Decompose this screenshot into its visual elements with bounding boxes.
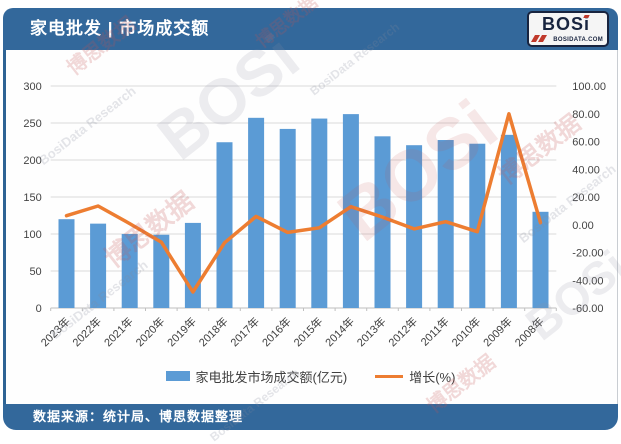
bar-2012年 <box>406 145 423 308</box>
bar-2023年 <box>58 219 75 308</box>
bar-2022年 <box>90 223 107 308</box>
x-axis-label: 2017年 <box>227 314 262 349</box>
right-axis-tick-label: 80.00 <box>572 109 600 121</box>
x-axis-label: 2014年 <box>322 314 357 349</box>
x-axis-label: 2008年 <box>512 314 547 349</box>
right-axis-tick-label: -40.00 <box>572 275 603 287</box>
bar-2021年 <box>121 234 138 308</box>
footer-bar: 数据来源：统计局、博思数据整理 <box>3 404 618 430</box>
right-axis-tick-label: 20.00 <box>572 192 600 204</box>
x-axis-label: 2012年 <box>385 314 420 349</box>
x-axis-label: 2022年 <box>69 314 104 349</box>
bar-series-label: 家电批发市场成交额(亿元) <box>195 369 348 385</box>
header-bar: 家电批发 | 市场成交额 BOSi BOSIDATA.COM <box>3 8 618 50</box>
bosi-logo-domain: BOSIDATA.COM <box>553 37 603 43</box>
left-axis-tick-label: 150 <box>23 192 41 204</box>
x-axis-label: 2016年 <box>259 314 294 349</box>
bar-2013年 <box>374 136 391 308</box>
left-axis-tick-label: 300 <box>23 81 41 93</box>
bar-2011年 <box>437 140 454 308</box>
x-axis-label: 2009年 <box>480 314 515 349</box>
bar-2016年 <box>279 128 296 308</box>
right-axis-tick-label: 0.00 <box>572 220 593 232</box>
left-axis-tick-label: 0 <box>36 303 42 315</box>
transaction-combo-chart: 0 50 100 150 200 250 300 -60.00 -40.00 -20.00 0.00… <box>23 81 606 349</box>
bar-2014年 <box>342 114 359 309</box>
bosi-logo-slashes-icon <box>530 35 549 42</box>
line-series-label: 增长(%) <box>409 369 456 385</box>
right-axis-tick-label: 60.00 <box>572 137 600 149</box>
bar-2008年 <box>532 211 549 308</box>
right-axis-tick-label: -60.00 <box>572 303 603 315</box>
data-source-note: 数据来源：统计局、博思数据整理 <box>33 409 244 424</box>
bar-2019年 <box>184 222 201 308</box>
chart-legend: 家电批发市场成交额(亿元) 增长(%) <box>3 366 618 386</box>
legend-item-line-series: 增长(%) <box>375 367 455 386</box>
bar-2020年 <box>153 234 170 308</box>
bosi-logo: BOSi BOSIDATA.COM <box>527 11 609 47</box>
x-axis-label: 2021年 <box>101 314 136 349</box>
x-axis-label: 2010年 <box>448 314 483 349</box>
x-axis-label: 2013年 <box>354 314 389 349</box>
bar-2015年 <box>311 118 328 308</box>
x-axis-label: 2023年 <box>38 314 73 349</box>
bar-2009年 <box>500 134 517 308</box>
bar-series-swatch-icon <box>165 371 190 381</box>
x-axis-label: 2018年 <box>196 314 231 349</box>
right-axis-tick-label: -20.00 <box>572 248 603 260</box>
bar-2017年 <box>248 117 265 308</box>
line-series-swatch-icon <box>375 374 404 378</box>
bosi-logo-word: BOSi <box>541 14 591 34</box>
left-axis-tick-label: 100 <box>23 229 41 241</box>
left-axis-tick-label: 50 <box>29 266 41 278</box>
x-axis-label: 2020年 <box>132 314 167 349</box>
chart-card: 家电批发 | 市场成交额 BOSi BOSIDATA.COM 0 50 100 150… <box>3 8 618 430</box>
left-axis-tick-label: 250 <box>23 118 41 130</box>
x-axis-label: 2019年 <box>164 314 199 349</box>
right-axis-tick-label: 40.00 <box>572 164 600 176</box>
page-title: 家电批发 | 市场成交额 <box>30 19 210 38</box>
x-axis-label: 2015年 <box>290 314 325 349</box>
growth-line <box>64 112 543 294</box>
bar-2018年 <box>216 142 233 308</box>
left-axis-tick-label: 200 <box>23 155 41 167</box>
right-axis-tick-label: 100.00 <box>572 81 606 93</box>
legend-item-bar-series: 家电批发市场成交额(亿元) <box>165 367 348 386</box>
x-axis-label: 2011年 <box>417 314 451 348</box>
